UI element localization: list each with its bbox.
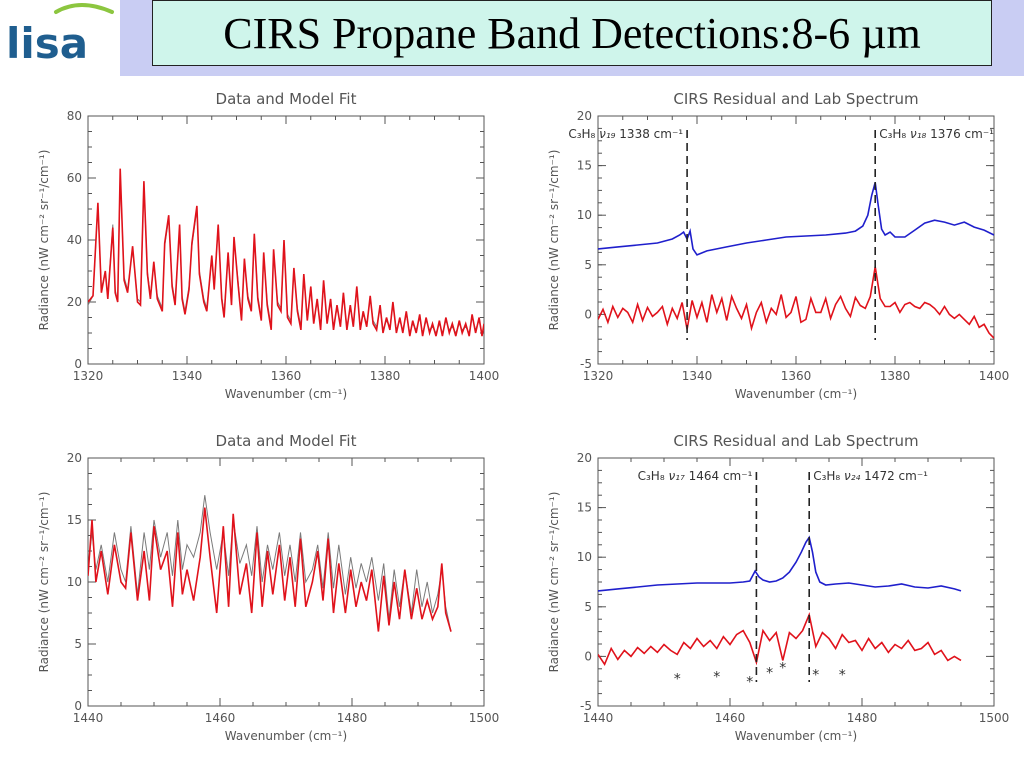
- x-tick-label: 1360: [271, 369, 302, 383]
- chart-title: Data and Model Fit: [216, 90, 357, 108]
- x-tick-label: 1480: [337, 711, 368, 725]
- y-tick-label: 40: [67, 233, 82, 247]
- x-tick-label: 1380: [370, 369, 401, 383]
- star-marker: *: [674, 671, 681, 687]
- logo-text: lisa: [6, 19, 88, 68]
- y-tick-label: -5: [580, 699, 592, 713]
- series-line-1: [598, 182, 994, 256]
- x-axis-label: Wavenumber (cm⁻¹): [735, 729, 857, 743]
- chart-title: Data and Model Fit: [216, 432, 357, 450]
- x-tick-label: 1500: [469, 711, 500, 725]
- y-tick-label: 0: [74, 699, 82, 713]
- y-axis-label: Radiance (nW cm⁻² sr⁻¹/cm⁻¹): [547, 492, 561, 673]
- x-tick-label: 1400: [469, 369, 500, 383]
- y-tick-label: 80: [67, 109, 82, 123]
- y-tick-label: 20: [577, 451, 592, 465]
- y-tick-label: 20: [67, 295, 82, 309]
- y-tick-label: -5: [580, 357, 592, 371]
- chart-panel-2: CIRS Residual and Lab Spectrum 1320 1340 13…: [540, 84, 1010, 420]
- x-tick-label: 1340: [682, 369, 713, 383]
- y-tick-label: 10: [577, 550, 592, 564]
- x-tick-label: 1440: [583, 711, 614, 725]
- series-line-1: [88, 171, 484, 335]
- chart-title: CIRS Residual and Lab Spectrum: [673, 90, 918, 108]
- y-axis-label: Radiance (nW cm⁻² sr⁻¹/cm⁻¹): [547, 150, 561, 331]
- x-tick-label: 1320: [73, 369, 104, 383]
- star-marker: *: [812, 667, 819, 683]
- title-box: CIRS Propane Band Detections:8-6 µm: [152, 0, 992, 66]
- x-tick-label: 1400: [979, 369, 1010, 383]
- star-marker: *: [713, 669, 720, 685]
- star-marker: *: [746, 674, 753, 690]
- y-tick-label: 10: [577, 208, 592, 222]
- y-tick-label: 0: [584, 649, 592, 663]
- y-tick-label: 0: [584, 307, 592, 321]
- chart-panel-1: Data and Model Fit 1320 1340 1360 1380 1400 0 2…: [30, 84, 500, 420]
- y-axis-label: Radiance (nW cm⁻² sr⁻¹/cm⁻¹): [37, 150, 51, 331]
- series-line-2: [88, 168, 484, 337]
- series-line-2: [598, 611, 962, 666]
- x-tick-label: 1460: [205, 711, 236, 725]
- star-marker: *: [839, 667, 846, 683]
- y-tick-label: 5: [74, 637, 82, 651]
- chart-title: CIRS Residual and Lab Spectrum: [673, 432, 918, 450]
- page-title: CIRS Propane Band Detections:8-6 µm: [223, 9, 921, 58]
- chart-panel-4: CIRS Residual and Lab Spectrum 1440 1460 14…: [540, 426, 1010, 762]
- plot-frame: [597, 115, 995, 365]
- y-tick-label: 10: [67, 575, 82, 589]
- y-tick-label: 15: [67, 513, 82, 527]
- series-line-1: [88, 495, 452, 632]
- band-marker-label: C₃H₈ ν₁₇ 1464 cm⁻¹: [638, 469, 753, 483]
- x-axis-label: Wavenumber (cm⁻¹): [735, 387, 857, 401]
- plot-frame: [597, 457, 995, 707]
- x-tick-label: 1480: [847, 711, 878, 725]
- chart-panel-3: Data and Model Fit 1440 1460 1480 1500 0 5 10 15…: [30, 426, 500, 762]
- lisa-logo: lisa: [0, 0, 120, 76]
- star-marker: *: [766, 665, 773, 681]
- x-tick-label: 1460: [715, 711, 746, 725]
- band-marker-label: C₃H₈ ν₂₄ 1472 cm⁻¹: [813, 469, 928, 483]
- y-tick-label: 5: [584, 600, 592, 614]
- x-tick-label: 1440: [73, 711, 104, 725]
- series-line-1: [598, 535, 962, 592]
- x-axis-label: Wavenumber (cm⁻¹): [225, 387, 347, 401]
- y-tick-label: 0: [74, 357, 82, 371]
- band-marker-label: C₃H₈ ν₁₈ 1376 cm⁻¹: [879, 127, 994, 141]
- y-tick-label: 15: [577, 501, 592, 515]
- y-tick-label: 60: [67, 171, 82, 185]
- x-axis-label: Wavenumber (cm⁻¹): [225, 729, 347, 743]
- star-marker: *: [779, 660, 786, 676]
- x-tick-label: 1320: [583, 369, 614, 383]
- x-tick-label: 1340: [172, 369, 203, 383]
- band-marker-label: C₃H₈ ν₁₉ 1338 cm⁻¹: [568, 127, 683, 141]
- y-tick-label: 5: [584, 258, 592, 272]
- x-tick-label: 1380: [880, 369, 911, 383]
- y-tick-label: 15: [577, 159, 592, 173]
- y-tick-label: 20: [577, 109, 592, 123]
- series-line-2: [88, 507, 452, 632]
- series-line-2: [598, 266, 994, 339]
- y-axis-label: Radiance (nW cm⁻² sr⁻¹/cm⁻¹): [37, 492, 51, 673]
- y-tick-label: 20: [67, 451, 82, 465]
- x-tick-label: 1360: [781, 369, 812, 383]
- x-tick-label: 1500: [979, 711, 1010, 725]
